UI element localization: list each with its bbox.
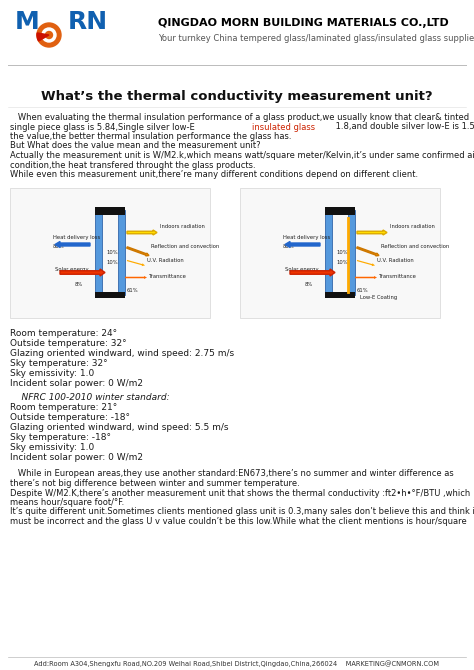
Text: single piece glass is 5.84,Single silver low-E: single piece glass is 5.84,Single silver… — [10, 123, 197, 131]
FancyArrow shape — [357, 247, 379, 256]
Text: It’s quite different unit.Sometimes clients mentioned glass unit is 0.3,many sal: It’s quite different unit.Sometimes clie… — [10, 507, 474, 517]
Text: Transmittance: Transmittance — [379, 275, 417, 279]
FancyArrow shape — [357, 260, 375, 266]
Text: Sky emissivity: 1.0: Sky emissivity: 1.0 — [10, 369, 94, 379]
Text: Your turnkey China tempered glass/laminated glass/insulated glass supplier: Your turnkey China tempered glass/lamina… — [158, 34, 474, 43]
Text: Glazing oriented windward, wind speed: 2.75 m/s: Glazing oriented windward, wind speed: 2… — [10, 350, 234, 358]
Bar — [240, 188, 440, 318]
FancyArrow shape — [125, 276, 147, 279]
Bar — [118, 210, 125, 295]
Circle shape — [46, 31, 53, 38]
Bar — [10, 188, 210, 318]
Text: 8%: 8% — [75, 283, 83, 287]
Text: there’s not big difference between winter and summer temperature.: there’s not big difference between winte… — [10, 479, 300, 488]
Bar — [325, 291, 355, 297]
Bar — [325, 210, 332, 295]
Text: 61%: 61% — [127, 287, 138, 293]
Text: 15%: 15% — [106, 208, 118, 213]
FancyArrow shape — [127, 260, 145, 266]
Text: 80%: 80% — [283, 245, 295, 249]
Text: While in European areas,they use another standard:EN673,there’s no summer and wi: While in European areas,they use another… — [10, 470, 454, 478]
Text: must be incorrect and the glass U v value couldn’t be this low.While what the cl: must be incorrect and the glass U v valu… — [10, 517, 467, 526]
Text: 15%: 15% — [336, 208, 347, 213]
Text: While even this measurement unit,there’re many different conditions depend on di: While even this measurement unit,there’r… — [10, 170, 418, 179]
Text: Solar energy: Solar energy — [55, 267, 89, 273]
Text: 8%: 8% — [305, 283, 313, 287]
Text: 10%: 10% — [106, 261, 118, 265]
Text: When evaluating the thermal insulation performance of a glass product,we usually: When evaluating the thermal insulation p… — [10, 113, 469, 122]
Text: insulated glass: insulated glass — [252, 123, 315, 131]
Text: Glazing oriented windward, wind speed: 5.5 m/s: Glazing oriented windward, wind speed: 5… — [10, 423, 228, 433]
Text: condition,the heat transfered throught the glass products.: condition,the heat transfered throught t… — [10, 161, 255, 170]
Text: Add:Room A304,Shengxfu Road,NO.209 Weihai Road,Shibei District,Qingdao,China,266: Add:Room A304,Shengxfu Road,NO.209 Weiha… — [35, 660, 439, 667]
Text: M: M — [15, 10, 40, 34]
Bar — [0, 0, 474, 65]
FancyArrow shape — [55, 241, 90, 247]
Text: Reflection and convection: Reflection and convection — [151, 245, 219, 249]
FancyArrow shape — [60, 269, 105, 276]
Text: Incident solar power: 0 W/m2: Incident solar power: 0 W/m2 — [10, 379, 143, 389]
Text: 10%: 10% — [106, 251, 118, 255]
Text: Sky temperature: -18°: Sky temperature: -18° — [10, 433, 111, 442]
Text: NFRC 100-2010 winter standard:: NFRC 100-2010 winter standard: — [10, 393, 170, 403]
Text: Heat delivery loss: Heat delivery loss — [53, 234, 100, 239]
Text: Low-E Coating: Low-E Coating — [360, 295, 397, 299]
Circle shape — [42, 28, 56, 42]
Circle shape — [37, 23, 61, 47]
Text: RN: RN — [68, 10, 108, 34]
Text: Actually the measurement unit is W/M2.k,which means watt/square meter/Kelvin,it’: Actually the measurement unit is W/M2.k,… — [10, 151, 474, 160]
FancyArrow shape — [127, 247, 149, 256]
Text: Heat delivery loss: Heat delivery loss — [283, 234, 330, 239]
Text: U.V. Radiation: U.V. Radiation — [147, 257, 184, 263]
Bar — [325, 207, 355, 215]
Text: Room temperature: 21°: Room temperature: 21° — [10, 403, 117, 413]
Text: 61%: 61% — [357, 287, 369, 293]
Text: 10%: 10% — [336, 261, 347, 265]
Text: Reflection and convection: Reflection and convection — [381, 245, 449, 249]
FancyArrow shape — [285, 241, 320, 247]
Text: Sky emissivity: 1.0: Sky emissivity: 1.0 — [10, 444, 94, 452]
Bar — [348, 210, 355, 295]
Text: QINGDAO MORN BUILDING MATERIALS CO.,LTD: QINGDAO MORN BUILDING MATERIALS CO.,LTD — [158, 18, 449, 28]
FancyArrow shape — [290, 269, 335, 276]
Text: 1.8,and double silver low-E is 1.55-1.65.The lower: 1.8,and double silver low-E is 1.55-1.65… — [333, 123, 474, 131]
Text: Outside temperature: 32°: Outside temperature: 32° — [10, 340, 127, 348]
Text: Room temperature: 24°: Room temperature: 24° — [10, 330, 117, 338]
Text: U.V. Radiation: U.V. Radiation — [377, 257, 414, 263]
Text: But What does the value mean and the measurement unit?: But What does the value mean and the mea… — [10, 141, 261, 151]
Text: Incident solar power: 0 W/m2: Incident solar power: 0 W/m2 — [10, 454, 143, 462]
Text: Solar energy: Solar energy — [285, 267, 319, 273]
Text: means hour/square foot/°F.: means hour/square foot/°F. — [10, 498, 124, 507]
FancyArrow shape — [357, 230, 387, 235]
Text: Outside temperature: -18°: Outside temperature: -18° — [10, 413, 130, 423]
Text: Despite W/M2.K,there’s another measurement unit that shows the thermal conductiv: Despite W/M2.K,there’s another measureme… — [10, 488, 470, 498]
Text: What’s the thermal conductivity measurement unit?: What’s the thermal conductivity measurem… — [41, 90, 433, 103]
Wedge shape — [37, 33, 49, 41]
Text: the value,the better thermal insulation performance the glass has.: the value,the better thermal insulation … — [10, 132, 292, 141]
Bar — [95, 207, 125, 215]
Text: 80%: 80% — [53, 245, 64, 249]
Bar — [95, 291, 125, 297]
Text: Sky temperature: 32°: Sky temperature: 32° — [10, 360, 108, 368]
Text: 10%: 10% — [336, 251, 347, 255]
Text: Indoors radiation: Indoors radiation — [390, 224, 435, 230]
Bar — [95, 210, 102, 295]
FancyArrow shape — [355, 276, 377, 279]
Text: Indoors radiation: Indoors radiation — [160, 224, 205, 230]
FancyArrow shape — [127, 230, 157, 235]
Text: Transmittance: Transmittance — [149, 275, 187, 279]
